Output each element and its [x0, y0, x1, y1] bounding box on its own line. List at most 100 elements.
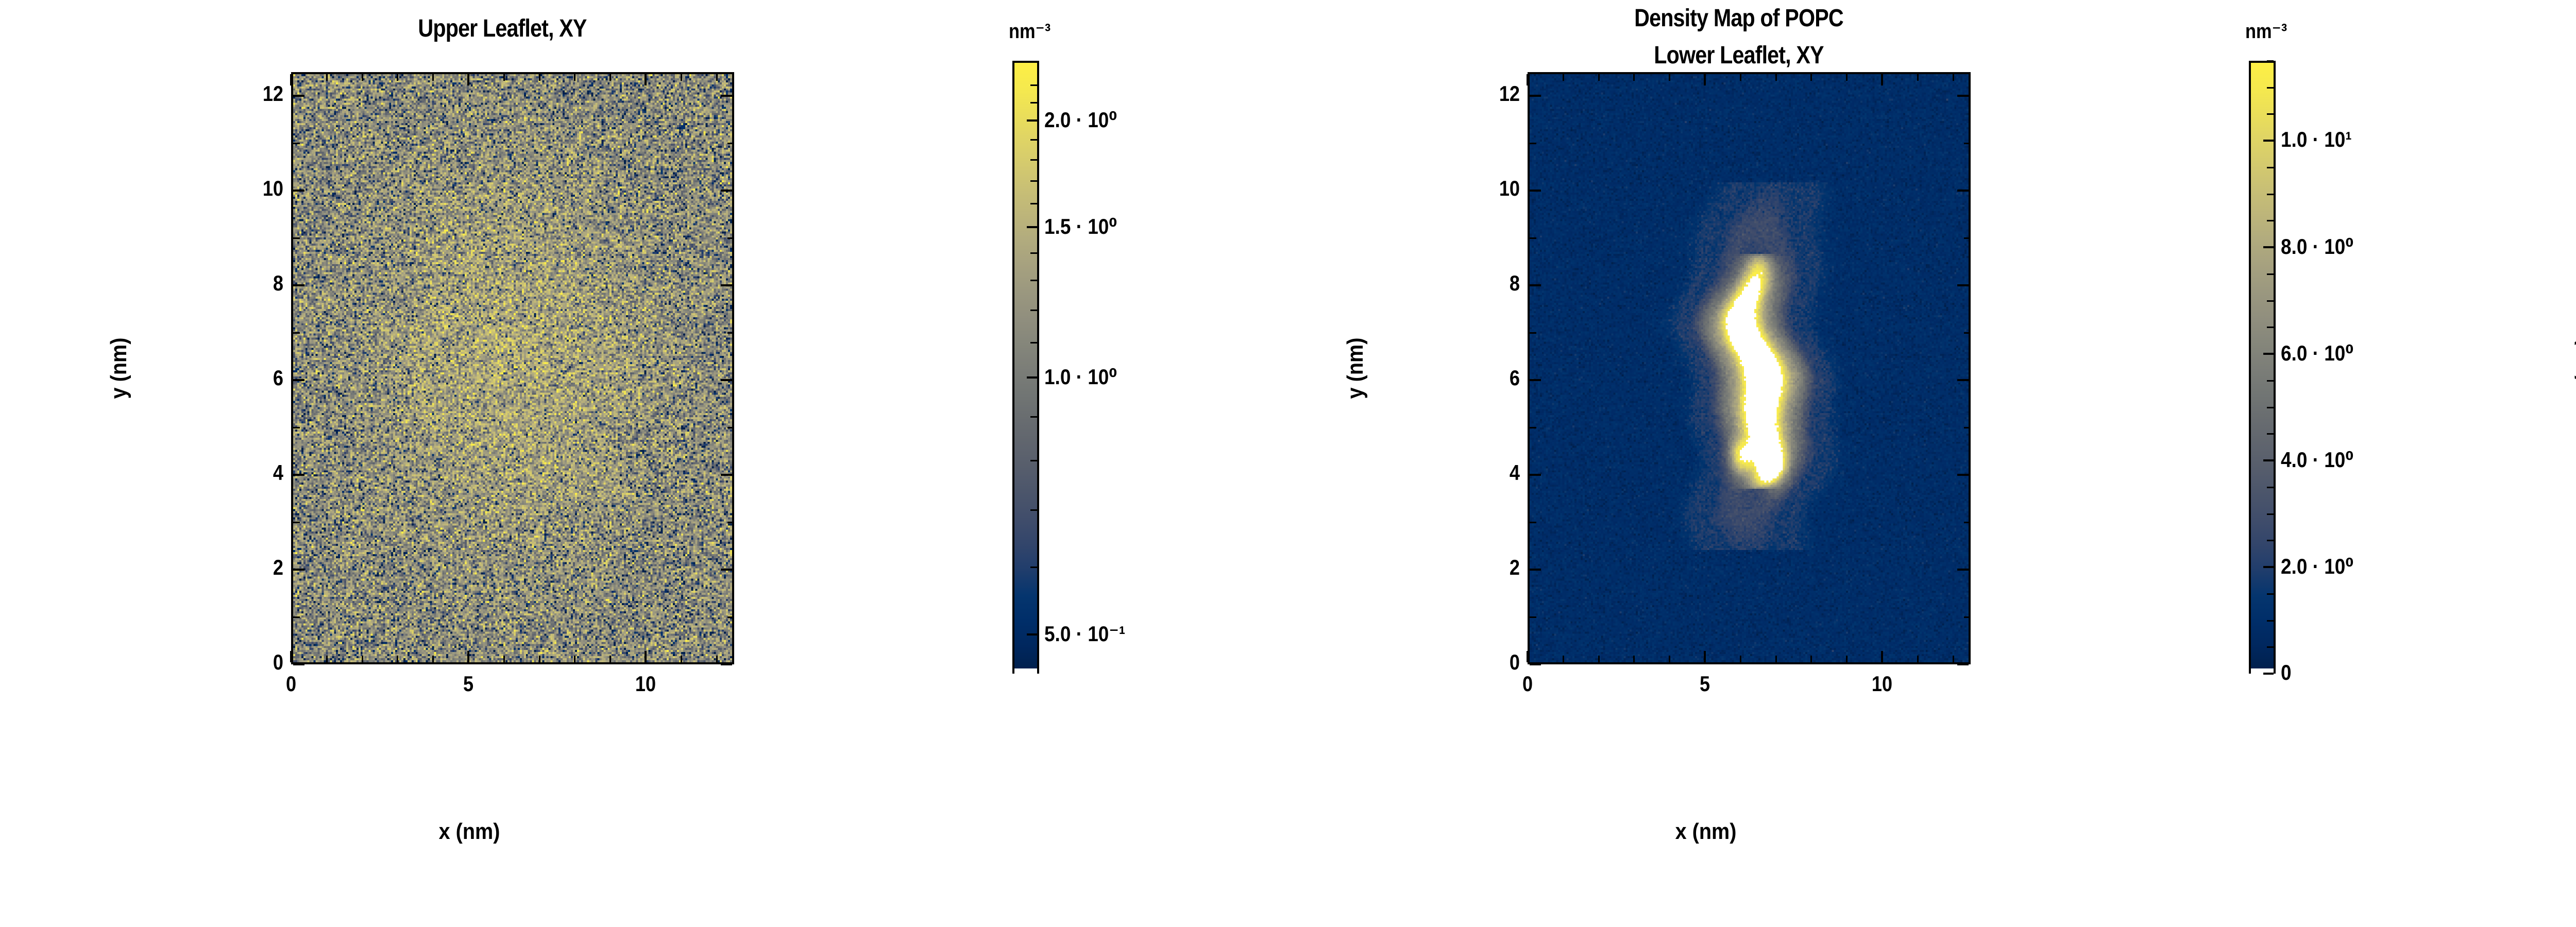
colorbar-tick-minor	[1030, 341, 1037, 344]
axis-tick-major	[1527, 651, 1529, 662]
axis-tick-major	[467, 651, 469, 662]
panel-1-colorbar-unit: nm⁻³	[1009, 20, 1051, 43]
axis-tick-minor	[1964, 522, 1971, 523]
axis-tick-major	[290, 651, 292, 662]
axis-tick-major	[290, 74, 292, 85]
axis-tick-minor	[574, 656, 576, 662]
axis-tick-minor	[503, 656, 505, 662]
colorbar-tick-minor	[2267, 327, 2274, 329]
colorbar-tick-minor	[2267, 273, 2274, 275]
colorbar-tick-minor	[2267, 220, 2274, 222]
colorbar-tick-label: 2.0 · 10⁰	[2281, 554, 2354, 579]
axis-tick-minor	[361, 656, 363, 662]
panel-upper-leaflet: Upper Leaflet, XY 0 2 4 6 8 10 12 0 5 10 y (nm) x…	[0, 0, 1236, 927]
axis-tick-minor	[361, 74, 363, 81]
axis-tick-major	[1957, 95, 1969, 97]
axis-tick-minor	[680, 656, 682, 662]
y-axis-tick-label: 2	[1509, 555, 1520, 579]
axis-tick-major	[1530, 474, 1541, 476]
axis-tick-minor	[1530, 143, 1536, 144]
colorbar-tick-major	[2263, 140, 2274, 142]
axis-tick-minor	[1952, 74, 1954, 81]
panel-2-axes	[1528, 72, 1971, 664]
panel-transversal: Transversal View, YZ −4−20240510 z (nm) …	[2473, 0, 2576, 927]
y-axis-tick-label: 8	[273, 271, 283, 295]
colorbar-tick-minor	[1030, 309, 1037, 311]
axis-tick-major	[293, 379, 304, 381]
colorbar-tick-major	[2263, 459, 2274, 462]
axis-tick-minor	[1633, 656, 1635, 662]
axis-tick-minor	[397, 656, 399, 662]
panel-1-title: Upper Leaflet, XY	[418, 15, 587, 42]
x-axis-tick-label: 10	[1871, 672, 1893, 696]
colorbar-tick-minor	[2267, 60, 2274, 62]
axis-tick-minor	[727, 522, 734, 523]
axis-tick-major	[1957, 474, 1969, 476]
x-axis-tick-label: 10	[635, 672, 656, 696]
y-axis-tick-label: 10	[262, 176, 283, 200]
colorbar-tick-minor	[2267, 193, 2274, 195]
colorbar-tick-minor	[1030, 459, 1037, 461]
colorbar-tick-minor	[1030, 416, 1037, 418]
axis-tick-minor	[727, 427, 734, 428]
axis-tick-minor	[432, 74, 434, 81]
axis-tick-minor	[1739, 656, 1741, 662]
colorbar-tick-minor	[1030, 139, 1037, 141]
axis-tick-minor	[293, 427, 300, 428]
colorbar-tick-minor	[2267, 433, 2274, 435]
axis-tick-major	[721, 663, 732, 665]
colorbar-tick-label: 4.0 · 10⁰	[2281, 448, 2354, 472]
axis-tick-major	[1530, 95, 1541, 97]
colorbar-tick-minor	[1030, 180, 1037, 182]
axis-tick-minor	[1562, 656, 1564, 662]
colorbar-tick-minor	[1030, 101, 1037, 104]
axis-tick-major	[293, 284, 304, 286]
axis-tick-minor	[1810, 656, 1812, 662]
axis-tick-minor	[680, 74, 682, 81]
axis-tick-minor	[1810, 74, 1812, 81]
colorbar-tick-minor	[2267, 406, 2274, 408]
panel-3-title: Transversal View, YZ	[2531, 14, 2576, 43]
colorbar-tick-minor	[2267, 540, 2274, 542]
axis-tick-minor	[432, 656, 434, 662]
colorbar-tick-label: 6.0 · 10⁰	[2281, 341, 2354, 366]
panel-1-xlabel: x (nm)	[438, 819, 500, 844]
axis-tick-minor	[1530, 332, 1536, 334]
y-axis-tick-label: 0	[273, 650, 283, 674]
axis-tick-minor	[1598, 74, 1600, 81]
axis-tick-major	[645, 651, 647, 662]
panel-2-ylabel: y (nm)	[1343, 337, 1368, 399]
axis-tick-major	[1530, 190, 1541, 192]
axis-tick-major	[1881, 651, 1883, 662]
colorbar-tick-minor	[2267, 300, 2274, 302]
colorbar-tick-minor	[1030, 202, 1037, 204]
colorbar-tick-major	[2263, 246, 2274, 249]
axis-tick-minor	[1846, 74, 1848, 81]
colorbar-tick-minor	[2267, 113, 2274, 115]
y-axis-tick-label: 4	[273, 460, 283, 485]
axis-tick-major	[1957, 190, 1969, 192]
colorbar-tick-major	[1027, 633, 1037, 636]
colorbar-tick-major	[2263, 566, 2274, 569]
axis-tick-minor	[1964, 143, 1971, 144]
axis-tick-minor	[293, 143, 300, 144]
panel-1-heatmap	[293, 74, 732, 662]
x-axis-tick-label: 0	[1522, 672, 1533, 696]
axis-tick-minor	[1775, 656, 1777, 662]
colorbar-tick-label: 1.0 · 10¹	[2281, 127, 2352, 152]
axis-tick-minor	[1952, 656, 1954, 662]
panel-1-axes	[291, 72, 734, 664]
colorbar-tick-label: 5.0 · 10⁻¹	[1044, 622, 1126, 646]
panel-1-ylabel: y (nm)	[106, 337, 131, 399]
axis-tick-minor	[727, 143, 734, 144]
x-axis-tick-label: 5	[1699, 672, 1710, 696]
axis-tick-minor	[1669, 74, 1671, 81]
axis-tick-major	[1530, 284, 1541, 286]
axis-tick-minor	[1846, 656, 1848, 662]
axis-tick-major	[1957, 663, 1969, 665]
axis-tick-minor	[609, 74, 612, 81]
axis-tick-minor	[727, 237, 734, 239]
axis-tick-major	[1704, 651, 1706, 662]
y-axis-tick-label: 12	[1499, 81, 1520, 106]
